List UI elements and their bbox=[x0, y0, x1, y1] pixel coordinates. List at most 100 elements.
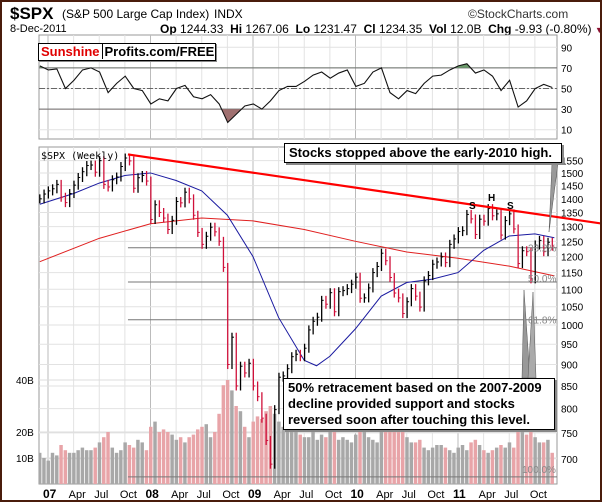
annotation-line: reversed soon after touching this level. bbox=[288, 412, 531, 427]
rsi-line bbox=[39, 63, 553, 124]
volume-bar bbox=[153, 421, 157, 484]
quote-line: Op 1244.33 Hi 1267.06 Lo 1231.47 Cl 1234… bbox=[160, 22, 600, 36]
head-shoulders-label: H bbox=[488, 193, 495, 204]
price-tick-label: 950 bbox=[561, 340, 578, 351]
annotation-early-2010-high: Stocks stopped above the early-2010 high… bbox=[284, 143, 562, 163]
volume-bar bbox=[319, 434, 324, 484]
volume-bar bbox=[520, 421, 525, 484]
x-tick-label: Oct bbox=[120, 489, 137, 501]
volume-bar bbox=[251, 421, 255, 484]
price-tick-label: 1350 bbox=[561, 208, 584, 219]
volume-bar bbox=[328, 432, 332, 484]
x-tick-label: Jul bbox=[94, 489, 108, 501]
volume-bar bbox=[546, 439, 550, 484]
change-label: Chg bbox=[488, 22, 512, 36]
rsi-tick-label: 10 bbox=[561, 126, 573, 137]
volume-bar bbox=[469, 442, 473, 484]
annotation-line: decline provided support and stocks bbox=[288, 396, 515, 411]
copyright: ©StockCharts.com bbox=[468, 7, 569, 21]
chart-title: $SPX (Weekly) bbox=[41, 151, 119, 162]
price-tick-label: 1000 bbox=[561, 321, 584, 332]
volume-bar bbox=[503, 447, 507, 484]
open-label: Op bbox=[160, 22, 177, 36]
volume-bar bbox=[452, 452, 456, 484]
volume-bar bbox=[460, 445, 465, 484]
high-value: 1267.06 bbox=[245, 22, 289, 36]
down-arrow-icon: ▼ bbox=[595, 25, 600, 35]
logo-profits: Profits.com/FREE bbox=[104, 44, 215, 59]
close-value: 1234.35 bbox=[378, 22, 423, 36]
fibonacci-label: 50.0% bbox=[528, 274, 556, 285]
price-tick-label: 1100 bbox=[561, 285, 583, 296]
volume-bar bbox=[225, 380, 230, 484]
price-plot bbox=[39, 153, 557, 484]
volume-bar bbox=[341, 437, 345, 484]
volume-bar bbox=[39, 452, 42, 484]
volume-bar bbox=[50, 452, 55, 484]
volume-bar bbox=[149, 426, 153, 484]
volume-bar bbox=[187, 437, 191, 484]
volume-bar bbox=[89, 450, 93, 484]
index-name: (S&P 500 Large Cap Index) bbox=[62, 7, 210, 21]
volume-bar bbox=[234, 406, 238, 484]
volume-bar bbox=[418, 439, 422, 484]
volume-bar bbox=[379, 432, 384, 484]
price-tick-label: 1150 bbox=[561, 269, 583, 280]
x-tick-label: 07 bbox=[43, 487, 57, 501]
x-tick-label: Apr bbox=[171, 489, 188, 501]
x-tick-label: Apr bbox=[376, 489, 393, 501]
price-tick-label: 800 bbox=[561, 405, 578, 416]
volume-bar bbox=[392, 411, 396, 484]
price-tick-label: 1300 bbox=[561, 223, 584, 234]
volume-bar bbox=[375, 442, 379, 484]
volume-bar bbox=[383, 429, 388, 484]
volume-bar bbox=[238, 411, 243, 484]
volume-bar bbox=[123, 442, 127, 484]
volume-bar bbox=[84, 450, 89, 484]
x-tick-label: 11 bbox=[453, 487, 466, 501]
volume-bar bbox=[430, 447, 435, 484]
x-tick-label: Jul bbox=[299, 489, 313, 501]
volume-bar bbox=[76, 450, 80, 484]
volume-bar bbox=[195, 429, 200, 484]
volume-bar bbox=[345, 439, 349, 484]
price-tick-label: 700 bbox=[561, 455, 578, 466]
volume-bar bbox=[217, 413, 221, 484]
volume-bar bbox=[550, 452, 554, 484]
volume-bar bbox=[247, 437, 251, 484]
x-tick-label: 09 bbox=[248, 487, 262, 501]
x-tick-label: Jul bbox=[402, 489, 416, 501]
volume-bar bbox=[170, 434, 174, 484]
annotation-line: 50% retracement based on the 2007-2009 bbox=[288, 380, 542, 395]
price-tick-label: 1450 bbox=[561, 182, 584, 193]
volume-bar bbox=[541, 442, 546, 484]
volume-bar bbox=[157, 432, 162, 484]
logo-sunshine: Sunshine bbox=[39, 44, 103, 59]
price-tick-label: 1050 bbox=[561, 303, 584, 314]
volume-bar bbox=[204, 424, 208, 484]
volume-tick-label: 40B bbox=[16, 376, 34, 387]
x-tick-label: Oct bbox=[427, 489, 444, 501]
volume-bar bbox=[119, 450, 123, 484]
volume-bar bbox=[140, 442, 144, 484]
volume-bar bbox=[213, 432, 217, 484]
volume-bar bbox=[93, 447, 97, 484]
volume-bar bbox=[183, 442, 187, 484]
volume-bar bbox=[409, 442, 414, 484]
x-tick-label: Oct bbox=[530, 489, 547, 501]
volume-bar bbox=[114, 452, 119, 484]
volume-bar bbox=[67, 452, 72, 484]
volume-bar bbox=[191, 434, 196, 484]
price-tick-label: 1500 bbox=[561, 169, 584, 180]
volume-bar bbox=[221, 385, 226, 484]
chart-date: 8-Dec-2011 bbox=[10, 23, 67, 35]
volume-bar bbox=[405, 437, 409, 484]
x-tick-label: Oct bbox=[325, 489, 342, 501]
annotation-50-retracement: 50% retracement based on the 2007-2009 d… bbox=[283, 378, 555, 430]
volume-bar bbox=[388, 416, 392, 484]
x-tick-label: Oct bbox=[222, 489, 239, 501]
x-tick-label: Jul bbox=[504, 489, 518, 501]
sunshine-profits-logo[interactable]: Sunshine Profits.com/FREE bbox=[38, 43, 216, 61]
volume-bar bbox=[63, 450, 68, 484]
